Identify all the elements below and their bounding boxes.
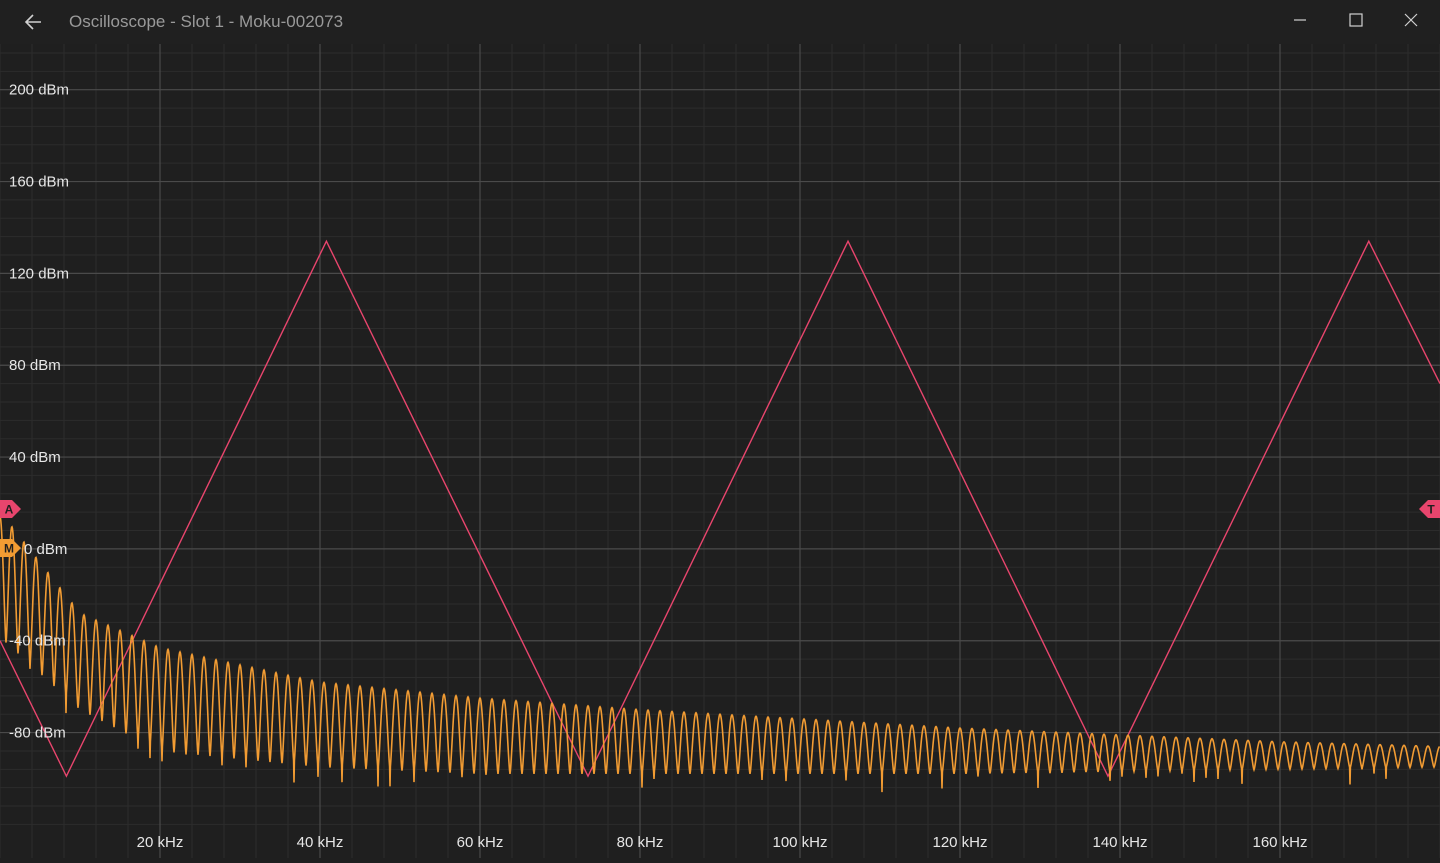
trigger-marker-shape [1419, 500, 1440, 518]
major-grid [0, 44, 1440, 858]
math-marker-shape [0, 539, 21, 557]
y-tick-label: -80 dBm [9, 725, 66, 742]
oscilloscope-plot-area[interactable]: 200 dBm 160 dBm 120 dBm 80 dBm 40 dBm 0 dBm -4… [0, 44, 1440, 858]
minimize-icon [1294, 19, 1306, 21]
math-marker-label: M [4, 542, 14, 556]
series-layer [0, 239, 1440, 793]
y-tick-label: 0 dBm [24, 541, 67, 558]
y-tick-label: 120 dBm [9, 265, 69, 282]
minor-grid [0, 44, 1440, 858]
x-tick-label: 120 kHz [932, 834, 987, 851]
x-tick-label: 160 kHz [1252, 834, 1307, 851]
minimize-button[interactable] [1272, 0, 1328, 40]
x-tick-label: 80 kHz [617, 834, 664, 851]
close-button[interactable] [1383, 0, 1439, 40]
trigger-marker[interactable]: T [1419, 500, 1440, 518]
y-axis-tick-labels: 200 dBm 160 dBm 120 dBm 80 dBm 40 dBm 0 dBm -4… [9, 82, 69, 742]
arrow-left-icon [24, 14, 41, 30]
x-tick-label: 60 kHz [457, 834, 504, 851]
close-icon [1404, 13, 1418, 27]
channel-a-marker[interactable]: A [0, 500, 21, 518]
channel-a-marker-label: A [5, 503, 14, 517]
y-tick-label: -40 dBm [9, 633, 66, 650]
maximize-icon [1349, 13, 1363, 27]
y-tick-label: 200 dBm [9, 82, 69, 99]
x-tick-label: 140 kHz [1092, 834, 1147, 851]
window-title: Oscilloscope - Slot 1 - Moku-002073 [69, 12, 344, 31]
oscilloscope-chart[interactable]: 200 dBm 160 dBm 120 dBm 80 dBm 40 dBm 0 dBm -4… [0, 44, 1440, 858]
title-bar: Oscilloscope - Slot 1 - Moku-002073 [0, 0, 1440, 44]
back-button[interactable] [18, 8, 50, 36]
x-tick-label: 20 kHz [137, 834, 184, 851]
math-spectrum-trace [0, 516, 1440, 793]
trigger-marker-label: T [1427, 503, 1435, 517]
channel-a-marker-shape [0, 500, 21, 518]
channel-a-trace [0, 239, 1440, 778]
y-tick-label: 80 dBm [9, 357, 61, 374]
y-tick-label: 40 dBm [9, 449, 61, 466]
y-tick-label: 160 dBm [9, 174, 69, 191]
x-tick-label: 40 kHz [297, 834, 344, 851]
math-marker[interactable]: M [0, 539, 21, 557]
channel-markers: A M T [0, 500, 1440, 557]
x-tick-label: 100 kHz [772, 834, 827, 851]
x-axis-tick-labels: 20 kHz 40 kHz 60 kHz 80 kHz 100 kHz 120 kHz 14… [137, 834, 1308, 851]
maximize-button[interactable] [1328, 0, 1384, 40]
